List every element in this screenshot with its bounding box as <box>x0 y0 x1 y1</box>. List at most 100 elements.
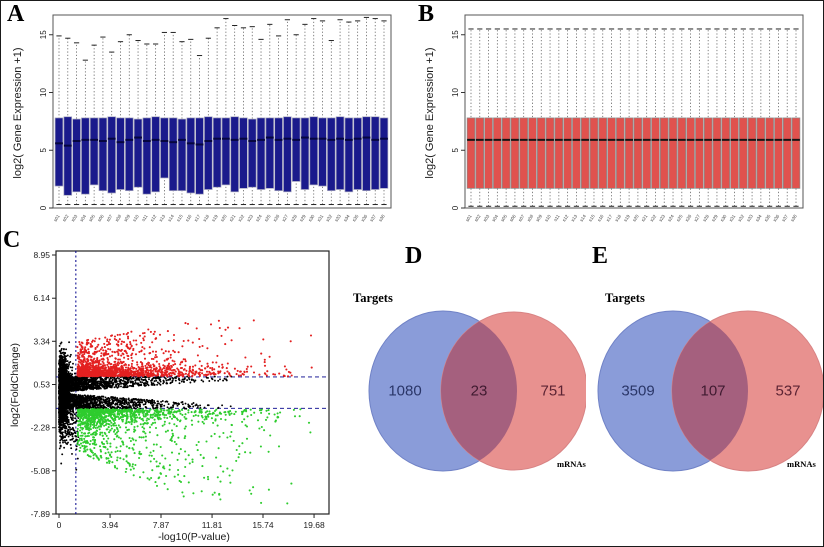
svg-text:s30: s30 <box>307 213 316 222</box>
svg-text:s05: s05 <box>88 213 97 222</box>
svg-text:3.94: 3.94 <box>102 520 119 530</box>
svg-text:s17: s17 <box>193 213 202 222</box>
svg-text:s22: s22 <box>649 213 658 222</box>
svg-text:s30: s30 <box>719 213 728 222</box>
svg-text:s02: s02 <box>473 213 482 222</box>
svg-text:s27: s27 <box>281 213 290 222</box>
svg-text:s37: s37 <box>369 213 378 222</box>
svg-text:s37: s37 <box>781 213 790 222</box>
svg-text:s07: s07 <box>517 213 526 222</box>
svg-text:s32: s32 <box>737 213 746 222</box>
svg-text:s32: s32 <box>325 213 334 222</box>
y-axis-title-b: log2( Gene Expression +1) <box>424 47 436 179</box>
svg-text:-7.89: -7.89 <box>31 509 51 519</box>
svg-text:s38: s38 <box>790 213 799 222</box>
svg-text:s15: s15 <box>588 213 597 222</box>
svg-text:s06: s06 <box>96 213 105 222</box>
venn-d-overlap-count: 23 <box>470 382 488 400</box>
svg-text:s38: s38 <box>378 213 387 222</box>
svg-text:s24: s24 <box>255 213 264 222</box>
svg-text:s19: s19 <box>623 213 632 222</box>
svg-text:s28: s28 <box>702 213 711 222</box>
svg-text:s08: s08 <box>526 213 535 222</box>
svg-text:s04: s04 <box>491 213 500 222</box>
svg-text:s34: s34 <box>342 213 351 222</box>
venn-e-right-count: 537 <box>775 382 801 400</box>
svg-text:s19: s19 <box>211 213 220 222</box>
svg-text:s08: s08 <box>114 213 123 222</box>
panel-label-c: C <box>3 227 21 253</box>
svg-text:7.87: 7.87 <box>153 520 170 530</box>
svg-text:s06: s06 <box>508 213 517 222</box>
svg-text:s21: s21 <box>640 213 649 222</box>
svg-text:s28: s28 <box>290 213 299 222</box>
svg-text:3.34: 3.34 <box>33 336 50 346</box>
venn-e-mrnas-label: mRNAs <box>787 459 816 469</box>
svg-text:s25: s25 <box>675 213 684 222</box>
svg-text:5: 5 <box>39 147 48 152</box>
venn-d-left-count: 1080 <box>388 382 422 400</box>
svg-text:s17: s17 <box>605 213 614 222</box>
svg-text:s18: s18 <box>614 213 623 222</box>
venn-e-targets-label: Targets <box>605 291 645 305</box>
svg-text:s24: s24 <box>667 213 676 222</box>
svg-text:s16: s16 <box>596 213 605 222</box>
svg-text:s09: s09 <box>123 213 132 222</box>
svg-text:19.68: 19.68 <box>303 520 325 530</box>
svg-text:s16: s16 <box>184 213 193 222</box>
svg-text:s10: s10 <box>544 213 553 222</box>
svg-text:s14: s14 <box>167 213 176 222</box>
svg-text:s26: s26 <box>684 213 693 222</box>
svg-text:s22: s22 <box>237 213 246 222</box>
svg-text:s36: s36 <box>360 213 369 222</box>
svg-text:8.95: 8.95 <box>33 250 50 260</box>
svg-text:s25: s25 <box>263 213 272 222</box>
svg-text:s26: s26 <box>272 213 281 222</box>
y-axis-title-c: log2(FoldChange) <box>9 342 21 428</box>
svg-text:0.53: 0.53 <box>33 379 50 389</box>
svg-text:s36: s36 <box>772 213 781 222</box>
panel-label-e: E <box>592 243 609 269</box>
svg-text:0: 0 <box>451 205 460 210</box>
panel-label-d: D <box>405 243 423 269</box>
svg-text:10: 10 <box>39 88 48 97</box>
svg-text:s01: s01 <box>465 213 474 222</box>
svg-text:s03: s03 <box>482 213 491 222</box>
svg-text:s29: s29 <box>711 213 720 222</box>
svg-text:10: 10 <box>451 88 460 97</box>
svg-text:15: 15 <box>451 30 460 39</box>
svg-text:s18: s18 <box>202 213 211 222</box>
svg-text:-5.08: -5.08 <box>31 466 51 476</box>
svg-text:s31: s31 <box>728 213 737 222</box>
svg-text:s15: s15 <box>176 213 185 222</box>
svg-text:s01: s01 <box>53 213 62 222</box>
svg-text:s02: s02 <box>61 213 70 222</box>
svg-text:s13: s13 <box>158 213 167 222</box>
venn-diagram-d <box>368 310 586 472</box>
svg-text:s23: s23 <box>658 213 667 222</box>
svg-text:s13: s13 <box>570 213 579 222</box>
svg-text:s12: s12 <box>561 213 570 222</box>
svg-text:s33: s33 <box>334 213 343 222</box>
svg-text:6.14: 6.14 <box>33 293 50 303</box>
svg-text:s04: s04 <box>79 213 88 222</box>
svg-text:s11: s11 <box>553 213 561 222</box>
x-axis-title-c: -log10(P-value) <box>158 531 230 543</box>
y-axis-title-a: log2( Gene Expression +1) <box>12 47 24 179</box>
svg-text:5: 5 <box>451 147 460 152</box>
svg-text:s29: s29 <box>299 213 308 222</box>
svg-text:s21: s21 <box>228 213 237 222</box>
svg-text:s14: s14 <box>579 213 588 222</box>
svg-text:s03: s03 <box>70 213 79 222</box>
svg-text:s27: s27 <box>693 213 702 222</box>
svg-text:s05: s05 <box>500 213 509 222</box>
svg-text:15: 15 <box>39 30 48 39</box>
svg-text:s10: s10 <box>132 213 141 222</box>
svg-text:s11: s11 <box>141 213 149 222</box>
volcano-scatter-chart: 0 3.94 7.87 11.81 15.74 19.68 8.95 6.14 3.34 0.53… <box>31 250 330 530</box>
venn-e-left-count: 3509 <box>621 382 655 400</box>
svg-text:s09: s09 <box>535 213 544 222</box>
venn-d-targets-label: Targets <box>353 291 393 305</box>
